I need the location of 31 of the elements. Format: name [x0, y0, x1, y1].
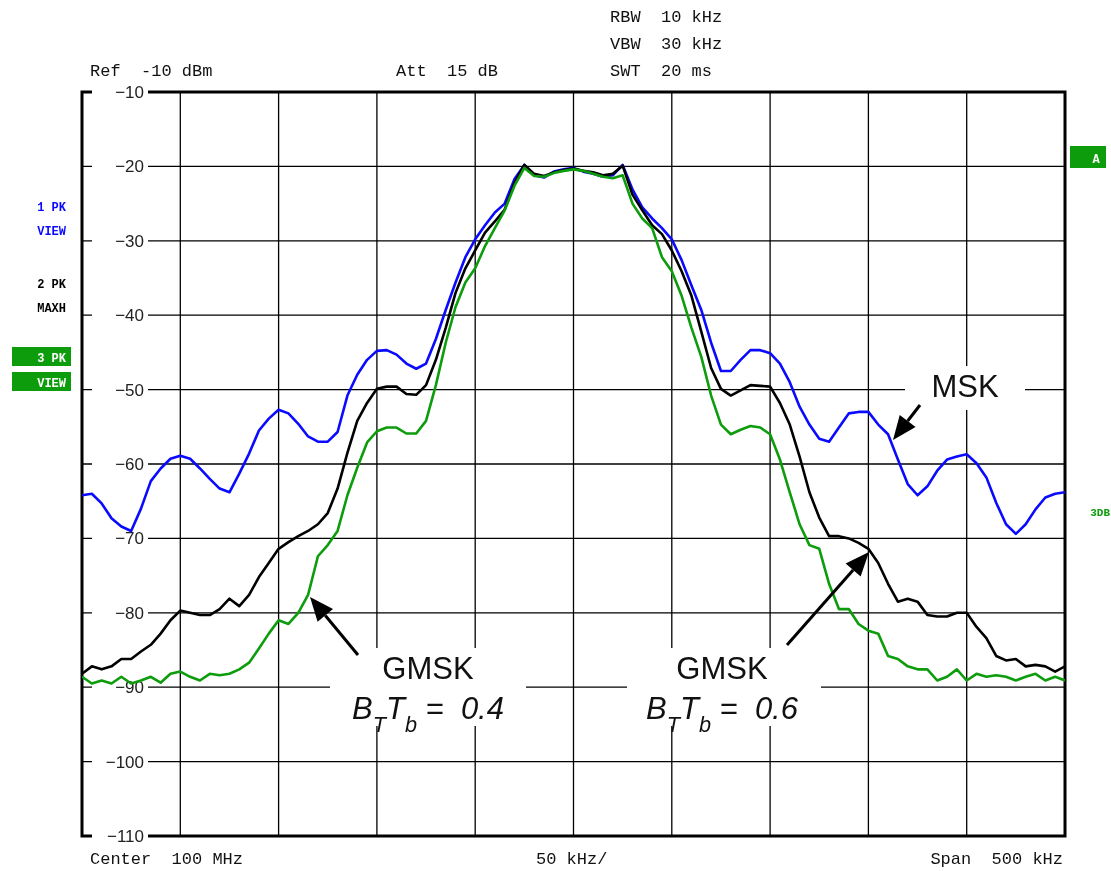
text: MAXH	[37, 302, 66, 316]
text: 3 PK	[37, 352, 67, 366]
text: VIEW	[37, 225, 67, 239]
annotation: B$_{T}$T$_{b}$ = 0.4	[352, 691, 504, 737]
y-tick-label: −10	[115, 83, 144, 102]
y-tick-label: −80	[115, 603, 144, 623]
y-tick-label: −70	[115, 529, 144, 549]
annotation: MSK	[931, 369, 999, 404]
text: 50 kHz/	[536, 850, 608, 869]
y-tick-label: −100	[105, 752, 144, 772]
annotation: GMSK	[676, 651, 768, 686]
y-tick-label: −20	[115, 157, 144, 177]
text: VBW 30 kHz	[610, 35, 723, 54]
text: Att 15 dB	[396, 62, 499, 81]
text: SWT 20 ms	[610, 62, 713, 81]
annotation: GMSK	[382, 651, 474, 686]
text: Ref -10 dBm	[90, 62, 213, 81]
y-tick-label: −60	[115, 455, 144, 474]
annotation: B$_{T}$T$_{b}$ = 0.6	[646, 691, 799, 737]
y-tick-label: −110	[106, 827, 144, 846]
y-tick-label: −30	[115, 231, 144, 251]
text: Center 100 MHz	[90, 850, 244, 869]
text: 3DB	[1090, 507, 1111, 519]
text: RBW 10 kHz	[610, 8, 723, 27]
y-tick-label: −40	[115, 306, 144, 326]
text: Span 500 kHz	[930, 850, 1063, 869]
text: 2 PK	[37, 278, 67, 292]
text: A	[1092, 153, 1101, 167]
y-tick-label: −50	[115, 380, 144, 400]
text: VIEW	[37, 377, 67, 391]
text: 1 PK	[37, 201, 67, 215]
